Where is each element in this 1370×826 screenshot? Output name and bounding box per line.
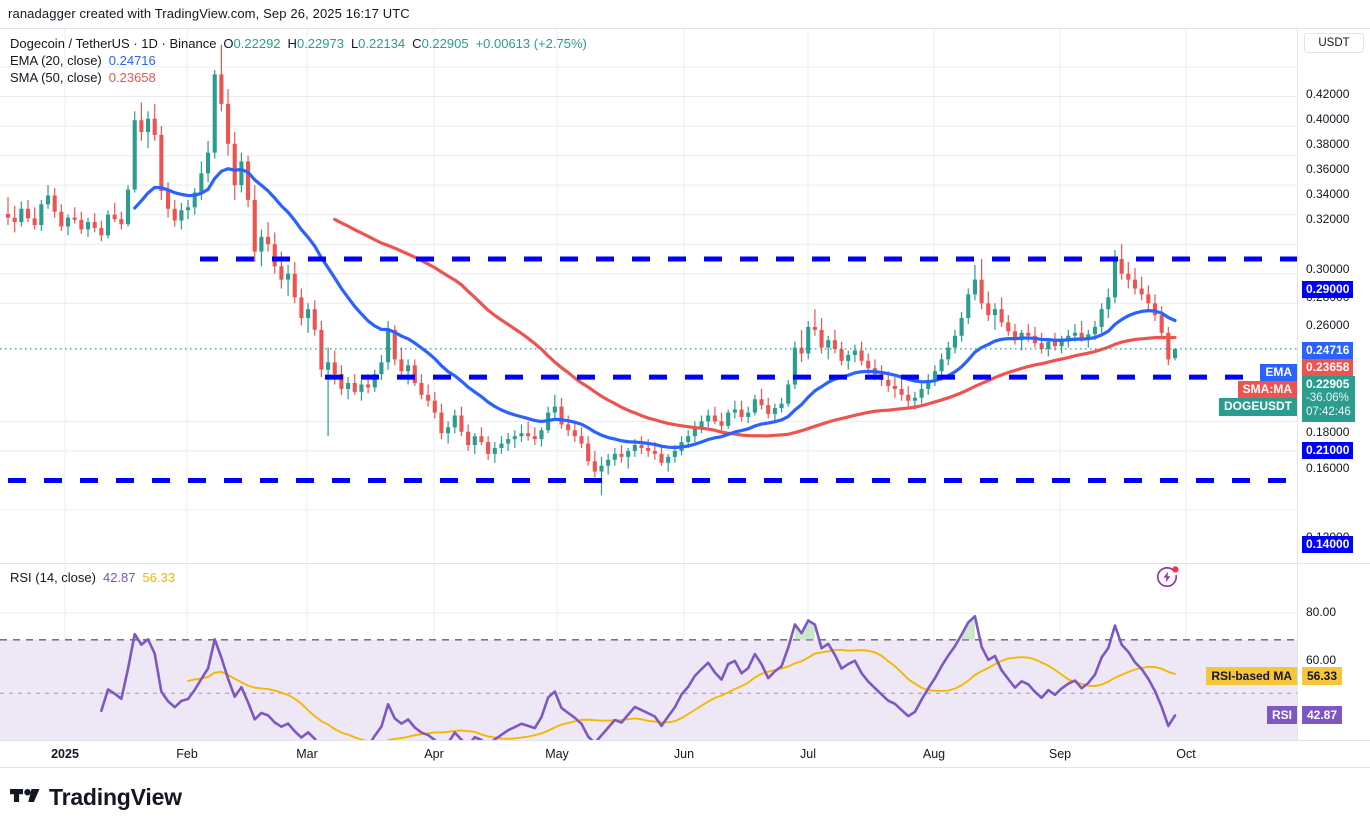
attribution-text: ranadagger created with TradingView.com,… (8, 6, 410, 21)
price-tick-8: 0.26000 (1306, 318, 1350, 332)
time-label-feb: Feb (176, 747, 198, 761)
price-tick-1: 0.40000 (1306, 112, 1350, 126)
price-tick-5: 0.32000 (1306, 212, 1350, 226)
time-label-sep: Sep (1048, 747, 1072, 761)
rsi-tick-1: 60.00 (1306, 653, 1337, 667)
rsi-tag: RSI (1266, 706, 1297, 724)
time-label-apr: Apr (424, 747, 444, 761)
tradingview-wordmark: TradingView (49, 784, 182, 810)
lightning-bolt-icon[interactable] (1155, 563, 1181, 589)
time-label-may: May (545, 747, 569, 761)
price-tick-6: 0.30000 (1306, 262, 1350, 276)
price-tick-9: 0.18000 (1306, 425, 1350, 439)
price-tick-3: 0.36000 (1306, 162, 1350, 176)
rsi-based-ma-tag: RSI-based MA (1206, 667, 1297, 685)
sma-price-badge: 0.23658 (1302, 359, 1354, 376)
price-tick-2: 0.38000 (1306, 137, 1350, 151)
time-label-mar: Mar (296, 747, 318, 761)
tradingview-logo-icon (10, 788, 40, 802)
support-0210-badge: 0.21000 (1302, 442, 1354, 459)
time-label-jul: Jul (800, 747, 816, 761)
time-label-aug: Aug (922, 747, 946, 761)
resistance-0290-badge: 0.29000 (1302, 281, 1354, 298)
price-pane[interactable] (0, 29, 1297, 562)
time-label-oct: Oct (1176, 747, 1196, 761)
last-price-countdown: 07:42:46 (1306, 406, 1351, 418)
last-price-plot-tag: DOGEUSDT (1218, 398, 1297, 416)
price-tick-4: 0.34000 (1306, 187, 1350, 201)
rsi-value-badge: 42.87 (1302, 706, 1343, 724)
price-tick-0: 0.42000 (1306, 87, 1350, 101)
price-candlestick-svg (0, 29, 1297, 562)
rsi-pane[interactable] (0, 563, 1297, 741)
footer: TradingView (10, 784, 182, 811)
price-tick-10: 0.16000 (1306, 461, 1350, 475)
rsi-line-svg (0, 564, 1297, 741)
last-price-change: -36.06% (1306, 392, 1349, 404)
support-0140-badge: 0.14000 (1302, 536, 1354, 553)
ema-price-badge: 0.24716 (1302, 342, 1354, 359)
ema-plot-tag: EMA (1260, 364, 1297, 382)
last-price-badge: 0.22905 -36.06% 07:42:46 (1302, 376, 1355, 422)
rsi-ma-badge: 56.33 (1302, 667, 1343, 685)
sma-plot-tag: SMA:MA (1237, 381, 1297, 399)
chart-frame: Dogecoin / TetherUS · 1D · Binance O0.222… (0, 28, 1370, 768)
time-axis[interactable]: 2025 Feb Mar Apr May Jun Jul Aug Sep Oct (0, 740, 1370, 768)
price-axis-unit: USDT (1304, 33, 1364, 53)
last-price-value: 0.22905 (1306, 377, 1350, 391)
time-label-jun: Jun (673, 747, 695, 761)
rsi-tick-0: 80.00 (1306, 605, 1337, 619)
time-label-2025: 2025 (51, 747, 79, 761)
plot-area[interactable]: Dogecoin / TetherUS · 1D · Binance O0.222… (0, 29, 1298, 741)
